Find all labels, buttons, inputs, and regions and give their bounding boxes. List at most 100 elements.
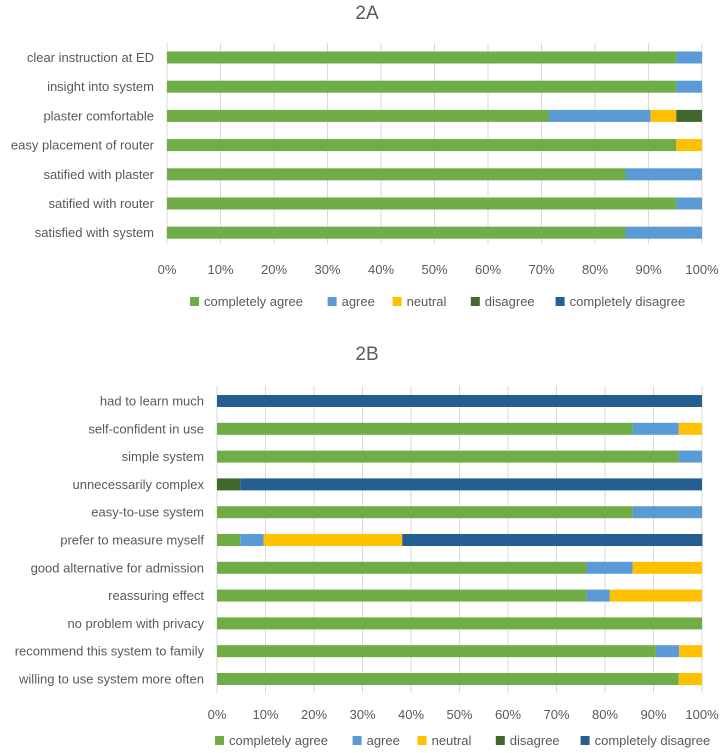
category-label: willing to use system more often bbox=[18, 672, 204, 687]
legend-swatch-neutral bbox=[417, 736, 427, 745]
bar-disagree-plaster-comfortable bbox=[676, 109, 702, 122]
category-label: unnecessarily complex bbox=[72, 477, 204, 492]
bar-completely-agree-easy-to-use-system bbox=[217, 506, 633, 519]
x-tick-label: 90% bbox=[640, 707, 666, 722]
legend-label-completely-agree: completely agree bbox=[204, 294, 303, 309]
category-label: self-confident in use bbox=[88, 421, 204, 436]
legend-swatch-completely-disagree bbox=[580, 736, 590, 745]
legend-swatch-agree bbox=[327, 297, 337, 306]
category-label: clear instruction at ED bbox=[27, 50, 154, 65]
legend: completely agree agree neutral disagree comp… bbox=[190, 294, 685, 309]
legend-label-neutral: neutral bbox=[407, 294, 447, 309]
category-label: satified with plaster bbox=[43, 167, 154, 182]
bar-agree-reassuring-effect bbox=[586, 589, 610, 602]
x-tick-label: 90% bbox=[635, 262, 661, 277]
bar-completely-agree-satified-with-plaster bbox=[167, 168, 626, 181]
x-tick-label: 100% bbox=[685, 262, 719, 277]
x-tick-label: 30% bbox=[314, 262, 340, 277]
x-tick-label: 80% bbox=[582, 262, 608, 277]
x-tick-label: 40% bbox=[368, 262, 394, 277]
bar-neutral-plaster-comfortable bbox=[650, 109, 677, 122]
x-tick-label: 0% bbox=[208, 707, 227, 722]
bar-completely-agree-satified-with-router bbox=[167, 197, 677, 210]
bar-completely-agree-simple-system bbox=[217, 450, 679, 463]
bar-completely-agree-easy-placement-of-router bbox=[167, 139, 677, 152]
legend-swatch-disagree bbox=[495, 736, 505, 745]
bar-agree-satisfied-with-system bbox=[625, 226, 702, 239]
bar-agree-satified-with-plaster bbox=[625, 168, 702, 181]
legend-label-agree: agree bbox=[367, 733, 400, 748]
x-tick-label: 100% bbox=[685, 707, 719, 722]
bar-agree-plaster-comfortable bbox=[548, 109, 651, 122]
category-label: plaster comfortable bbox=[43, 108, 154, 123]
bar-agree-simple-system bbox=[678, 450, 702, 463]
category-label: prefer to measure myself bbox=[60, 533, 204, 548]
x-tick-label: 40% bbox=[398, 707, 424, 722]
bar-neutral-good-alternative-for-admission bbox=[632, 561, 702, 574]
category-label: recommend this system to family bbox=[15, 644, 205, 659]
x-tick-label: 70% bbox=[543, 707, 569, 722]
legend-label-neutral: neutral bbox=[432, 733, 472, 748]
x-tick-label: 20% bbox=[261, 262, 287, 277]
chart-2b: 2B 0% 10% 20% 30% 40% 50% 60% 70% 80% 90% 100% had t… bbox=[15, 344, 719, 748]
bar-agree-satified-with-router bbox=[676, 197, 702, 210]
legend-label-disagree: disagree bbox=[485, 294, 535, 309]
bar-completely-disagree-had-to-learn-much bbox=[217, 395, 702, 407]
x-tick-label: 70% bbox=[528, 262, 554, 277]
legend-label-agree: agree bbox=[342, 294, 375, 309]
bar-completely-agree-willing-to-use-system-more-often bbox=[217, 673, 679, 685]
bar-agree-self-confident-in-use bbox=[632, 422, 679, 435]
legend-swatch-completely-disagree bbox=[555, 297, 565, 306]
legend: completely agree agree neutral disagree comp… bbox=[215, 733, 710, 748]
legend-swatch-disagree bbox=[470, 297, 480, 306]
bar-neutral-self-confident-in-use bbox=[678, 422, 702, 435]
bar-agree-recommend-this-system-to-family bbox=[655, 645, 680, 658]
category-label: easy placement of router bbox=[11, 138, 155, 153]
legend-swatch-completely-agree bbox=[190, 297, 199, 306]
legend-label-completely-disagree: completely disagree bbox=[595, 733, 711, 748]
bar-completely-agree-satisfied-with-system bbox=[167, 226, 626, 239]
bar-neutral-easy-placement-of-router bbox=[676, 139, 702, 152]
bar-neutral-willing-to-use-system-more-often bbox=[678, 673, 702, 685]
legend-label-completely-agree: completely agree bbox=[229, 733, 328, 748]
bar-agree-good-alternative-for-admission bbox=[586, 561, 633, 574]
bar-agree-easy-to-use-system bbox=[632, 506, 702, 519]
category-label: satified with router bbox=[49, 196, 155, 211]
category-label: easy-to-use system bbox=[91, 505, 204, 520]
bar-completely-agree-recommend-this-system-to-family bbox=[217, 645, 656, 658]
x-tick-label: 60% bbox=[495, 707, 521, 722]
bar-completely-agree-reassuring-effect bbox=[217, 589, 587, 602]
category-label: good alternative for admission bbox=[31, 560, 204, 575]
category-label: reassuring effect bbox=[108, 588, 204, 603]
category-label: insight into system bbox=[47, 79, 154, 94]
x-tick-label: 50% bbox=[421, 262, 447, 277]
bar-neutral-prefer-to-measure-myself bbox=[263, 534, 403, 546]
chart-2a: 2A 0% 10% 20% 30% 40% 50% 60% 70% 80% 90% 100% clear… bbox=[11, 3, 719, 309]
x-tick-label: 60% bbox=[475, 262, 501, 277]
bar-completely-disagree-prefer-to-measure-myself bbox=[402, 534, 703, 546]
bar-completely-agree-plaster-comfortable bbox=[167, 109, 549, 122]
bar-agree-prefer-to-measure-myself bbox=[240, 534, 264, 546]
bar-agree-clear-instruction-at-ed bbox=[676, 51, 702, 64]
legend-swatch-agree bbox=[352, 736, 362, 745]
x-tick-label: 0% bbox=[158, 262, 177, 277]
x-tick-label: 20% bbox=[301, 707, 327, 722]
x-tick-label: 30% bbox=[349, 707, 375, 722]
bar-agree-insight-into-system bbox=[676, 80, 702, 93]
legend-swatch-neutral bbox=[392, 297, 402, 306]
bar-completely-agree-clear-instruction-at-ed bbox=[167, 51, 677, 64]
x-tick-label: 50% bbox=[446, 707, 472, 722]
bar-completely-agree-prefer-to-measure-myself bbox=[217, 534, 241, 546]
bar-neutral-reassuring-effect bbox=[609, 589, 702, 602]
bar-completely-disagree-unnecessarily-complex bbox=[240, 478, 702, 491]
bar-completely-agree-no-problem-with-privacy bbox=[217, 617, 702, 630]
bar-completely-agree-good-alternative-for-admission bbox=[217, 561, 587, 574]
bar-completely-agree-insight-into-system bbox=[167, 80, 677, 93]
bar-disagree-unnecessarily-complex bbox=[217, 478, 241, 491]
legend-label-disagree: disagree bbox=[510, 733, 560, 748]
legend-label-completely-disagree: completely disagree bbox=[570, 294, 686, 309]
x-tick-label: 10% bbox=[207, 262, 233, 277]
legend-swatch-completely-agree bbox=[215, 736, 224, 745]
x-tick-label: 10% bbox=[252, 707, 278, 722]
